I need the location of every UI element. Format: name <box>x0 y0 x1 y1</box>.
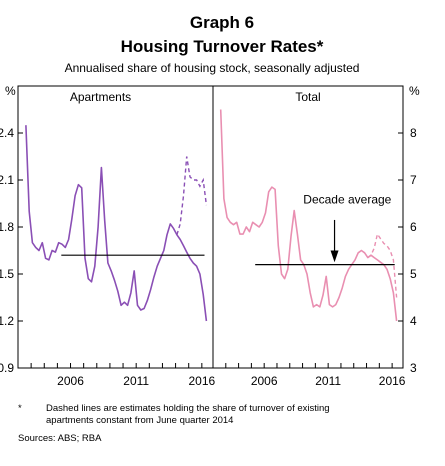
panel-title-total: Total <box>295 90 320 104</box>
estimate-dashed-line-apartments <box>176 156 208 236</box>
y-unit-left: % <box>5 84 16 98</box>
footnote-line-2: apartments constant from June quarter 20… <box>46 415 233 426</box>
series-line-apartments <box>25 125 208 322</box>
y-tick-label-total-3: 6 <box>410 220 417 234</box>
x-tick-label-total-2: 2016 <box>379 374 406 388</box>
y-unit-right: % <box>409 84 420 98</box>
axes: % 0.9 1.2 1.5 1.8 2.1 2.4 2006 2011 2016% 3 4 5 6 7 8 20… <box>0 84 420 388</box>
y-tick-label-total-0: 3 <box>410 361 417 375</box>
plot-border <box>17 85 404 369</box>
y-tick-label-total-5: 8 <box>410 126 417 140</box>
footnote-line-1: Dashed lines are estimates holding the s… <box>46 403 330 414</box>
x-tick-label-apartments-2: 2016 <box>188 374 215 388</box>
y-tick-label-apartments-4: 2.1 <box>0 173 14 187</box>
sources: Sources: ABS; RBA <box>18 433 102 444</box>
plot-frame <box>17 85 404 369</box>
estimate-dashed-line-total <box>367 232 398 298</box>
chart-subtitle: Annualised share of housing stock, seaso… <box>65 61 360 75</box>
x-tick-label-apartments-1: 2011 <box>123 374 149 388</box>
annotation-decade-average: Decade average <box>303 193 391 207</box>
x-tick-label-total-0: 2006 <box>251 374 278 388</box>
footnote-marker: * <box>18 403 22 414</box>
y-tick-label-apartments-1: 1.2 <box>0 314 14 328</box>
y-tick-label-apartments-0: 0.9 <box>0 361 14 375</box>
x-tick-label-total-1: 2011 <box>315 374 341 388</box>
y-tick-label-total-2: 5 <box>410 267 417 281</box>
panel-apartments: Apartments <box>25 90 208 322</box>
annotation-arrow-head <box>330 250 339 263</box>
x-tick-label-apartments-0: 2006 <box>57 374 84 388</box>
y-tick-label-apartments-2: 1.5 <box>0 267 14 281</box>
y-tick-label-total-1: 4 <box>410 314 417 328</box>
y-tick-label-total-4: 7 <box>410 173 417 187</box>
panel-title-apartments: Apartments <box>70 90 131 104</box>
panel-total: Total Decade average <box>219 90 398 322</box>
y-tick-label-apartments-5: 2.4 <box>0 126 14 140</box>
series-line-total <box>219 109 398 322</box>
y-tick-label-apartments-3: 1.8 <box>0 220 14 234</box>
graph-number: Graph 6 <box>190 13 254 32</box>
chart-title: Housing Turnover Rates* <box>121 37 324 56</box>
